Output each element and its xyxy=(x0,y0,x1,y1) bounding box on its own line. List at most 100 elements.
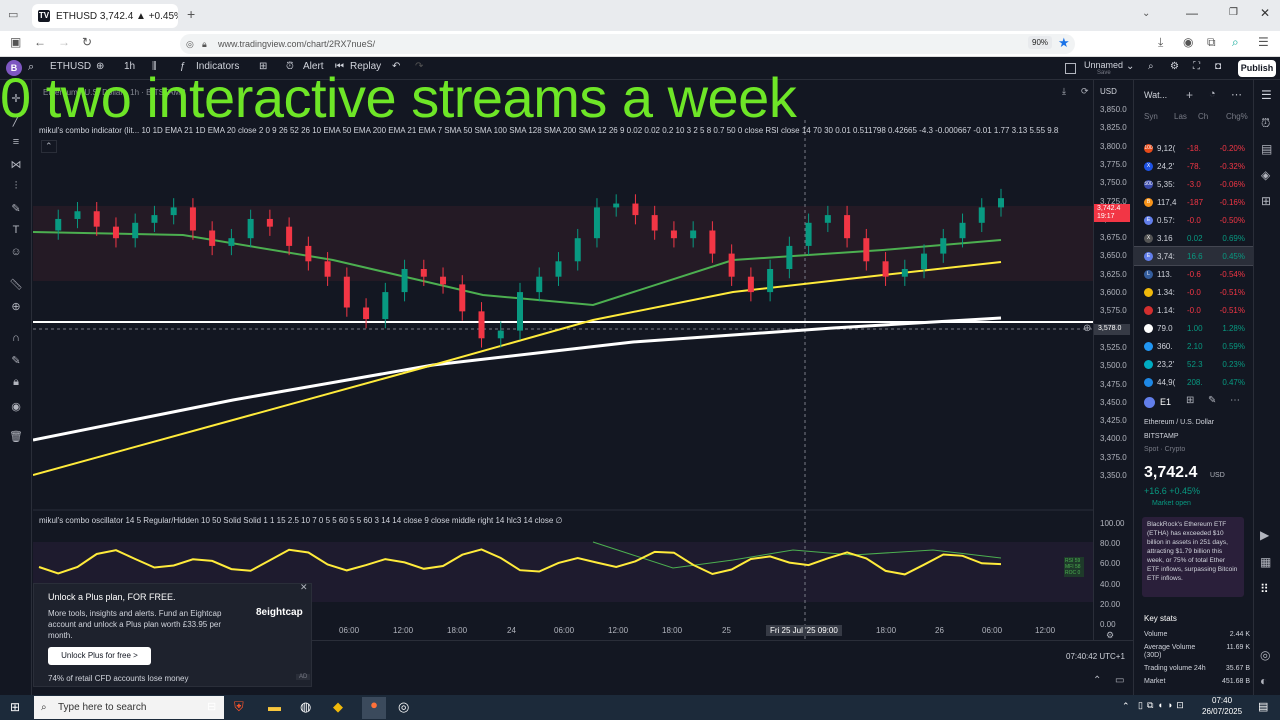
data-window-icon[interactable]: ⊞ xyxy=(1261,194,1272,208)
symbol-legend[interactable]: Ethereum / U.S. Dollar · 1h · BITSTAMP xyxy=(43,88,186,97)
file-explorer-icon[interactable]: ▬ xyxy=(268,699,281,714)
news-card[interactable]: BlackRock's Ethereum ETF (ETHA) has exce… xyxy=(1142,517,1244,597)
layout-checkbox[interactable] xyxy=(1065,63,1076,74)
trash-icon[interactable]: 🗑︎ xyxy=(9,431,23,443)
col-change[interactable]: Ch xyxy=(1198,112,1209,121)
firefox-icon[interactable]: ● xyxy=(362,697,386,719)
sidebar-icon[interactable]: ▣ xyxy=(10,35,22,49)
magnet-icon[interactable]: ∩ xyxy=(12,332,20,344)
watchlist-title[interactable]: Wat... xyxy=(1144,90,1168,100)
binance-icon[interactable]: ◆ xyxy=(333,699,343,714)
layers-icon[interactable]: ◈ xyxy=(1261,168,1271,182)
alert-button[interactable]: Alert xyxy=(303,61,324,72)
add-price-line-icon[interactable]: ⊕ xyxy=(1083,323,1092,334)
unlock-plus-button[interactable]: Unlock Plus for free > xyxy=(48,647,151,665)
watchlist-row[interactable]: B 117,4 -187 -0.16% xyxy=(1134,193,1253,211)
chevron-down-icon[interactable]: ⌄ xyxy=(1126,61,1135,72)
layout-grid-icon[interactable]: ⊞ xyxy=(1186,395,1195,406)
back-icon[interactable]: ← xyxy=(34,35,46,49)
undo-icon[interactable]: ↶ xyxy=(392,61,401,72)
redo-icon[interactable]: ↷ xyxy=(415,61,424,72)
taskbar-date[interactable]: 26/07/2025 xyxy=(1202,707,1243,716)
col-symbol[interactable]: Syn xyxy=(1144,112,1158,121)
currency-select[interactable]: USD xyxy=(1100,87,1117,96)
url-field[interactable]: ◎ 🔒︎ www.tradingview.com/chart/2RX7nueS/ xyxy=(180,34,1075,54)
watchlist-row[interactable]: 23,2' 52.3 0.23% xyxy=(1134,355,1253,373)
watchlist-row[interactable]: 1.34: -0.0 -0.51% xyxy=(1134,283,1253,301)
tray-icons[interactable]: ▯⧉◖◑⊡ xyxy=(1138,700,1188,710)
calendar-icon[interactable]: ▦ xyxy=(1260,555,1272,569)
ruler-icon[interactable]: 📏︎ xyxy=(9,279,23,291)
watchlist-row[interactable]: E 0.57: -0.0 -0.50% xyxy=(1134,211,1253,229)
price-chart-svg[interactable] xyxy=(33,80,1093,640)
watchlist-row[interactable]: 100 9,12(-18. -0.20% xyxy=(1134,139,1253,157)
watchlist-icon[interactable]: ☰ xyxy=(1261,88,1272,102)
reload-icon[interactable]: ↻ xyxy=(82,35,93,49)
lock-icon[interactable]: 🔒︎ xyxy=(13,376,19,388)
interval-button[interactable]: 1h xyxy=(124,61,136,72)
edit-icon[interactable]: ✎ xyxy=(1208,395,1217,406)
watchlist-row[interactable]: X 24,2' -78. -0.32% xyxy=(1134,157,1253,175)
watchlist-row[interactable]: L 113. -0.6 -0.54% xyxy=(1134,265,1253,283)
forward-icon[interactable]: → xyxy=(58,35,70,49)
indicator-legend-2[interactable]: mikul's combo oscillator 14 5 Regular/Hi… xyxy=(39,516,563,525)
emoji-icon[interactable]: ☺ xyxy=(10,246,22,258)
indicator-legend-1[interactable]: mikul's combo indicator (lit... 10 1D EM… xyxy=(39,126,1059,135)
publish-button[interactable]: Publish xyxy=(1238,60,1276,77)
indicators-button[interactable]: Indicators xyxy=(196,61,240,72)
lock-drawing-icon[interactable]: ✎ xyxy=(11,355,21,367)
account-icon[interactable]: ◉ xyxy=(1183,35,1194,49)
watchlist-row[interactable]: E 3,74: 16.6 0.45% xyxy=(1134,246,1253,266)
eye-icon[interactable]: ◉ xyxy=(11,401,21,413)
taskbar-search-input[interactable]: ⌕ Type here to search xyxy=(34,696,224,719)
crosshair-icon[interactable]: ✛ xyxy=(11,93,21,105)
app-icon[interactable]: ◍ xyxy=(300,699,312,714)
notifications-icon[interactable]: ◐ xyxy=(1260,674,1268,688)
minimize-icon[interactable]: — xyxy=(1186,6,1198,20)
price-scale[interactable]: USD 3,850.0 3,825.0 3,800.0 3,775.0 3,750.0 3… xyxy=(1093,80,1133,640)
fib-icon[interactable]: ⫶ xyxy=(14,180,18,192)
add-symbol-icon[interactable]: + xyxy=(1186,88,1194,102)
more-icon[interactable]: ⋯ xyxy=(1230,395,1240,406)
replay-button[interactable]: Replay xyxy=(350,61,382,72)
play-icon[interactable]: ▶ xyxy=(1260,528,1270,542)
brave-icon[interactable]: ⛨ xyxy=(234,699,244,714)
symbol-search-button[interactable]: ETHUSD xyxy=(50,61,92,72)
fullscreen-icon[interactable]: ⛶ xyxy=(1193,61,1200,72)
alerts-icon[interactable]: ⏰︎ xyxy=(1261,116,1271,130)
chart-type-icon[interactable]: ⫼ xyxy=(152,61,157,72)
maximize-panel-icon[interactable]: ▭ xyxy=(1115,675,1125,686)
search-icon[interactable]: ⌕ xyxy=(28,61,35,73)
task-view-icon[interactable]: ⊟ xyxy=(207,701,217,713)
taskbar-time[interactable]: 07:40 xyxy=(1212,696,1233,705)
details-name[interactable]: Ethereum / U.S. Dollar xyxy=(1144,419,1215,426)
bookmark-star-icon[interactable]: ★ xyxy=(1058,35,1070,50)
download-icon[interactable]: ⤓ xyxy=(1158,35,1164,49)
tray-chevron-icon[interactable]: ⌃ xyxy=(1122,701,1130,711)
help-icon[interactable]: ◎ xyxy=(1260,648,1271,662)
templates-icon[interactable]: ⊞ xyxy=(259,61,268,72)
chat-icon[interactable]: ▤ xyxy=(1261,142,1273,156)
search-icon[interactable]: ⌕ xyxy=(1232,35,1239,49)
zoom-level[interactable]: 90% xyxy=(1028,36,1053,49)
chart-area[interactable]: Ethereum / U.S. Dollar · 1h · BITSTAMP m… xyxy=(33,80,1093,640)
col-last[interactable]: Las xyxy=(1174,112,1187,121)
details-symbol[interactable]: E1 xyxy=(1160,397,1172,407)
col-change-pct[interactable]: Chg% xyxy=(1226,112,1248,121)
apps-grid-icon[interactable]: ⠿ xyxy=(1260,582,1269,596)
camera-icon[interactable]: ◘ xyxy=(1215,61,1222,72)
replay-icon[interactable]: ⏮︎ xyxy=(335,61,344,72)
utc-clock[interactable]: 07:40:42 UTC+1 xyxy=(1066,652,1125,661)
collapse-panel-icon[interactable]: ⌃ xyxy=(1093,675,1102,686)
horizontal-lines-icon[interactable]: ≡ xyxy=(12,136,20,148)
watchlist-row[interactable]: 79.0 1.00 1.28% xyxy=(1134,319,1253,337)
layout-name[interactable]: Unnamed xyxy=(1084,60,1124,70)
restore-icon[interactable]: ❐ xyxy=(1229,7,1238,18)
watchlist-row[interactable]: 1.14: -0.0 -0.51% xyxy=(1134,301,1253,319)
windows-start-icon[interactable]: ⊞ xyxy=(10,700,21,714)
menu-icon[interactable]: ☰ xyxy=(1258,35,1269,49)
collapse-legend-icon[interactable]: ⌃ xyxy=(41,140,57,153)
scroll-down-icon[interactable]: ⤓ xyxy=(1062,86,1066,96)
pattern-icon[interactable]: ⋈ xyxy=(10,159,22,171)
sync-icon[interactable]: ⟳ xyxy=(1081,86,1089,96)
